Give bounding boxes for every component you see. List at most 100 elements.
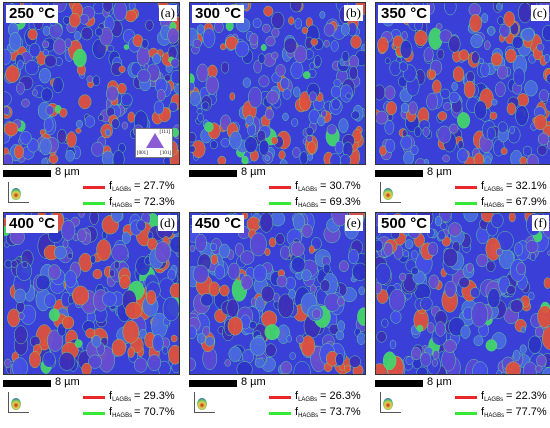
grain	[302, 71, 311, 80]
grain	[111, 243, 129, 262]
grain	[91, 335, 102, 348]
scale-bar-label: 8 µm	[427, 166, 452, 178]
grain	[61, 220, 76, 241]
grain	[196, 333, 206, 344]
grain	[210, 243, 218, 252]
grain	[414, 126, 422, 137]
grain	[170, 58, 179, 68]
grain	[210, 254, 219, 265]
grain	[107, 45, 115, 53]
grain	[390, 310, 402, 324]
grain	[401, 31, 408, 41]
grain	[533, 114, 547, 131]
ipf-key-001: [001]	[137, 151, 148, 156]
grain	[21, 261, 29, 268]
grain	[268, 237, 277, 248]
grain	[71, 285, 90, 306]
hagb-value: = 69.3%	[320, 196, 361, 208]
grain	[384, 120, 395, 135]
grain	[121, 93, 133, 107]
grain	[263, 5, 274, 17]
grain	[4, 153, 14, 164]
grain	[292, 213, 306, 231]
grain	[190, 90, 201, 106]
grain	[437, 111, 448, 121]
grain	[214, 264, 226, 280]
grain	[339, 154, 351, 164]
grain	[74, 31, 82, 41]
temperature-label: 250 °C	[6, 5, 59, 23]
scale-bar-line	[375, 380, 423, 387]
grain	[348, 355, 361, 368]
grain	[506, 102, 516, 116]
grain	[542, 24, 550, 42]
grain	[290, 241, 305, 257]
grain	[416, 324, 424, 332]
grain	[105, 85, 119, 102]
grain	[463, 80, 476, 99]
grain	[136, 219, 146, 232]
grain	[478, 58, 485, 64]
grain	[290, 3, 303, 13]
grain	[264, 343, 277, 357]
lagb-symbol: fLAGBs	[481, 180, 504, 193]
temperature-label: 400 °C	[6, 215, 59, 233]
scale-bar-line	[3, 380, 51, 387]
grain	[32, 89, 38, 97]
ipf-key-111: [111]	[159, 130, 170, 135]
scale-bar-label: 8 µm	[55, 376, 80, 388]
scale-bar: 8 µm	[375, 376, 475, 388]
grain	[164, 74, 172, 82]
grain	[205, 75, 219, 95]
ipf-color-key: [111] [001] [101]	[135, 128, 173, 158]
grain	[426, 92, 439, 111]
grain	[249, 321, 257, 330]
grain	[21, 98, 30, 108]
grain	[499, 23, 511, 38]
grain	[536, 43, 545, 52]
grain-map	[376, 3, 550, 164]
grain	[350, 35, 362, 49]
lagb-symbol: fLAGBs	[109, 180, 132, 193]
grain	[127, 111, 136, 123]
hagb-symbol: fHAGBs	[295, 196, 319, 209]
grain	[411, 266, 419, 276]
grain	[506, 285, 516, 295]
grain	[294, 17, 302, 30]
grain	[169, 235, 179, 254]
grain	[86, 75, 94, 83]
grain	[306, 135, 313, 143]
grain	[376, 110, 389, 125]
ebsd-map: 500 °C (f)	[375, 212, 550, 375]
grain	[45, 105, 55, 116]
grain	[52, 76, 64, 94]
grain	[292, 146, 301, 158]
grain	[291, 118, 299, 127]
hagb-line-swatch	[455, 202, 477, 205]
hagb-line-swatch	[83, 202, 105, 205]
grain-map	[190, 213, 365, 374]
grain	[432, 79, 442, 94]
grain	[275, 233, 285, 246]
grain	[245, 114, 254, 126]
grain	[490, 52, 503, 67]
grain	[305, 126, 314, 136]
grain	[59, 107, 68, 118]
grain	[429, 69, 437, 79]
grain	[515, 105, 529, 126]
grain	[389, 339, 397, 349]
grain	[420, 352, 432, 367]
grain	[136, 46, 151, 67]
grain	[528, 335, 542, 354]
hagb-value: = 72.3%	[134, 196, 175, 208]
grain	[248, 86, 263, 109]
grain	[146, 290, 157, 305]
grain	[489, 111, 498, 120]
scale-bar-label: 8 µm	[427, 376, 452, 388]
grain	[410, 145, 419, 155]
grain	[495, 81, 506, 98]
grain	[376, 282, 382, 295]
grain	[249, 33, 259, 46]
grain	[90, 254, 96, 264]
grain	[67, 252, 73, 260]
